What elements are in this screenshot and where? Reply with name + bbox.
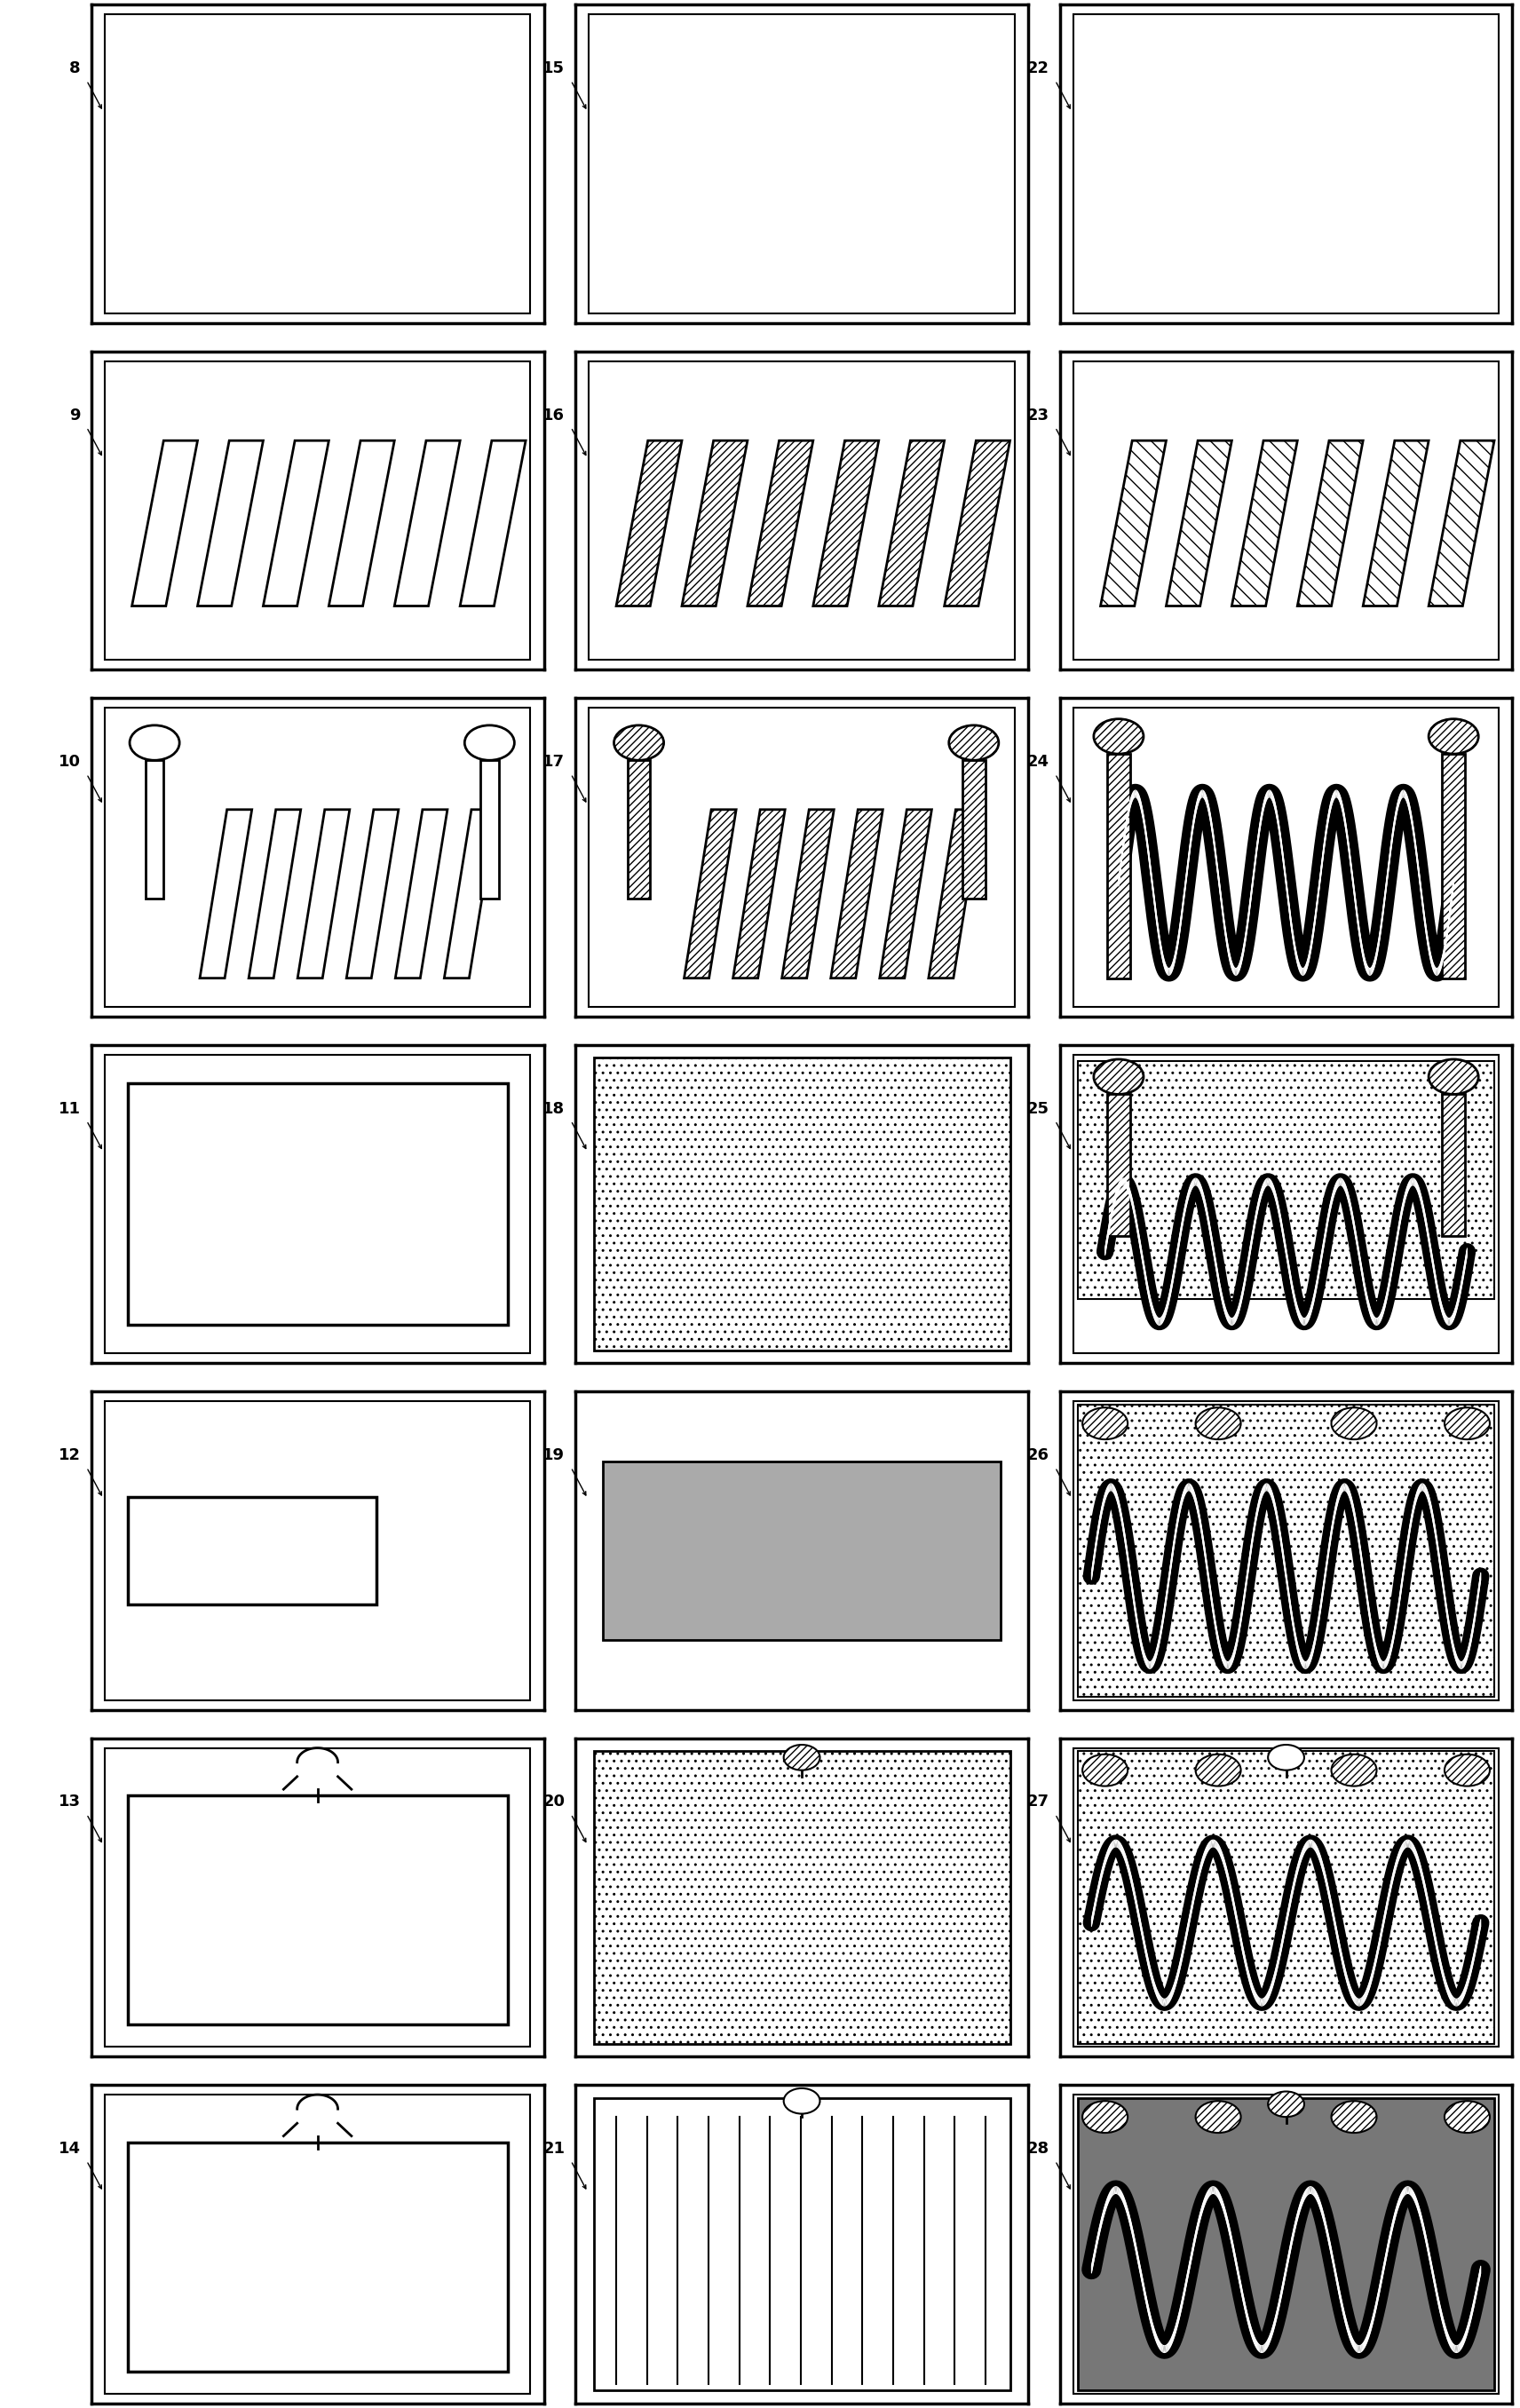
Circle shape — [1444, 2102, 1490, 2133]
Text: 22: 22 — [1028, 60, 1049, 77]
Circle shape — [1196, 1409, 1240, 1440]
Polygon shape — [347, 809, 398, 978]
Text: 14: 14 — [58, 2141, 81, 2158]
Circle shape — [1094, 1060, 1143, 1093]
Circle shape — [1332, 2102, 1377, 2133]
Polygon shape — [748, 441, 813, 607]
Circle shape — [784, 2088, 819, 2114]
Polygon shape — [1298, 441, 1363, 607]
Polygon shape — [1363, 441, 1429, 607]
Polygon shape — [444, 809, 497, 978]
Bar — [480, 761, 499, 898]
Polygon shape — [781, 809, 834, 978]
Text: 16: 16 — [543, 407, 565, 424]
Polygon shape — [929, 809, 980, 978]
Polygon shape — [879, 441, 944, 607]
Circle shape — [1429, 720, 1479, 754]
Circle shape — [1444, 1755, 1490, 1787]
Polygon shape — [199, 809, 252, 978]
Text: 9: 9 — [70, 407, 81, 424]
Circle shape — [1082, 1755, 1128, 1787]
Text: 10: 10 — [58, 754, 81, 771]
Text: 13: 13 — [58, 1794, 81, 1811]
Bar — [128, 1796, 508, 2025]
Circle shape — [1082, 1409, 1128, 1440]
Circle shape — [1196, 2102, 1240, 2133]
Text: 20: 20 — [543, 1794, 565, 1811]
Circle shape — [1444, 1409, 1490, 1440]
Circle shape — [784, 1746, 819, 1770]
Text: 17: 17 — [543, 754, 565, 771]
Text: 27: 27 — [1028, 1794, 1049, 1811]
Polygon shape — [944, 441, 1009, 607]
Polygon shape — [1100, 441, 1166, 607]
Bar — [628, 761, 651, 898]
Bar — [128, 1084, 508, 1324]
Bar — [1442, 1093, 1465, 1235]
Circle shape — [1094, 720, 1143, 754]
Polygon shape — [132, 441, 198, 607]
Text: 25: 25 — [1028, 1100, 1049, 1117]
Circle shape — [948, 725, 999, 761]
Text: 12: 12 — [58, 1447, 81, 1464]
Polygon shape — [395, 809, 447, 978]
Text: 28: 28 — [1028, 2141, 1049, 2158]
Text: 26: 26 — [1028, 1447, 1049, 1464]
Polygon shape — [1166, 441, 1231, 607]
Polygon shape — [263, 441, 328, 607]
Bar — [1107, 1093, 1129, 1235]
Bar — [602, 1462, 1002, 1640]
Circle shape — [1082, 2102, 1128, 2133]
Circle shape — [1332, 1409, 1377, 1440]
Text: 24: 24 — [1028, 754, 1049, 771]
Bar — [962, 761, 985, 898]
Text: 23: 23 — [1028, 407, 1049, 424]
Polygon shape — [682, 441, 748, 607]
Bar — [146, 761, 164, 898]
Text: 15: 15 — [543, 60, 565, 77]
Text: 19: 19 — [543, 1447, 565, 1464]
Polygon shape — [298, 809, 350, 978]
Circle shape — [1332, 1755, 1377, 1787]
Circle shape — [1429, 1060, 1479, 1093]
Circle shape — [1268, 2093, 1304, 2117]
Bar — [1078, 1062, 1494, 1300]
Polygon shape — [461, 441, 526, 607]
Bar — [1107, 754, 1129, 978]
Text: 18: 18 — [543, 1100, 565, 1117]
Polygon shape — [1231, 441, 1298, 607]
Polygon shape — [684, 809, 736, 978]
Circle shape — [1196, 1755, 1240, 1787]
Polygon shape — [733, 809, 784, 978]
Polygon shape — [831, 809, 883, 978]
Text: 11: 11 — [58, 1100, 81, 1117]
Circle shape — [614, 725, 664, 761]
Bar — [128, 1498, 377, 1604]
Polygon shape — [616, 441, 682, 607]
Circle shape — [129, 725, 179, 761]
Polygon shape — [813, 441, 879, 607]
Polygon shape — [1429, 441, 1494, 607]
Polygon shape — [249, 809, 301, 978]
Circle shape — [1268, 1746, 1304, 1770]
Polygon shape — [328, 441, 395, 607]
Polygon shape — [198, 441, 263, 607]
Text: 21: 21 — [543, 2141, 565, 2158]
Polygon shape — [880, 809, 932, 978]
Circle shape — [465, 725, 514, 761]
Text: 8: 8 — [70, 60, 81, 77]
Bar — [128, 2143, 508, 2372]
Bar — [1442, 754, 1465, 978]
Polygon shape — [395, 441, 461, 607]
